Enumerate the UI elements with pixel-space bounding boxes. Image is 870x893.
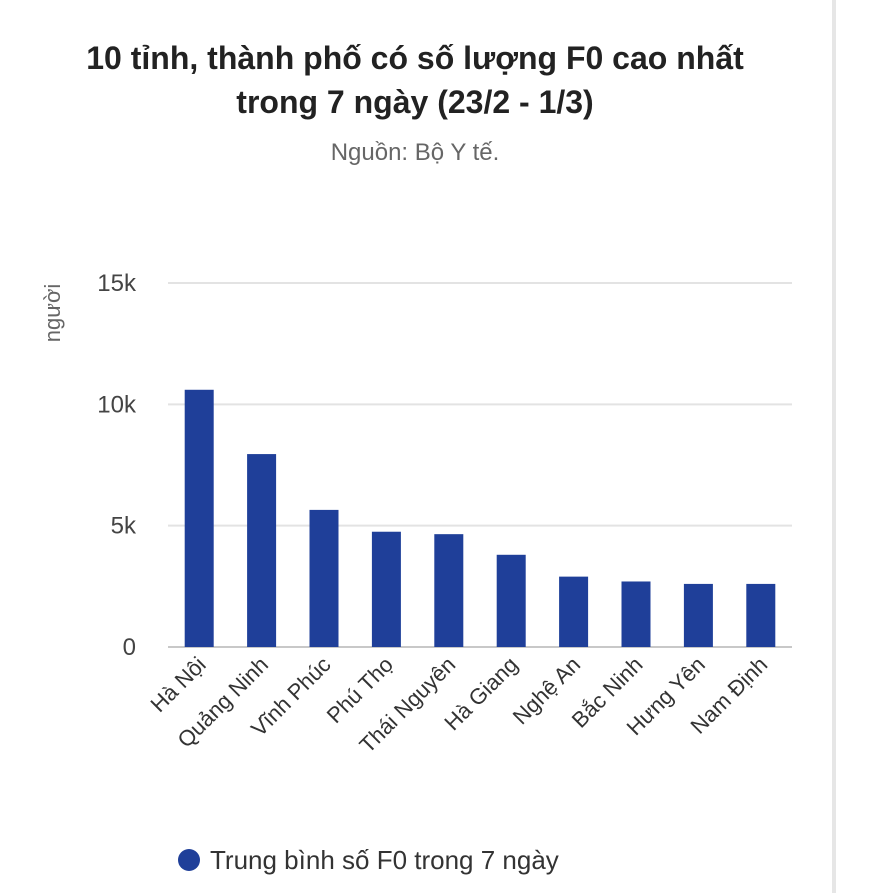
y-tick-label: 10k xyxy=(97,391,137,418)
bar xyxy=(184,389,214,647)
chart-legend[interactable]: Trung bình số F0 trong 7 ngày xyxy=(178,842,559,878)
legend-marker xyxy=(178,849,200,871)
bar xyxy=(247,454,277,647)
y-tick-label: 15k xyxy=(97,270,137,297)
y-axis-label: người xyxy=(40,284,65,343)
bar xyxy=(496,554,526,647)
y-tick-label: 5k xyxy=(111,513,137,540)
bar xyxy=(621,581,651,647)
bar xyxy=(746,583,776,647)
bar xyxy=(683,583,713,647)
bar xyxy=(434,534,464,647)
card-border xyxy=(832,0,836,893)
y-tick-label: 0 xyxy=(123,634,136,661)
chart-subtitle: Nguồn: Bộ Y tế. xyxy=(330,139,500,166)
bar xyxy=(309,509,339,647)
chart-title: 10 tỉnh, thành phố có số lượng F0 cao nh… xyxy=(86,40,744,120)
legend-label: Trung bình số F0 trong 7 ngày xyxy=(210,844,559,875)
bar xyxy=(559,576,589,647)
bar xyxy=(371,531,401,647)
